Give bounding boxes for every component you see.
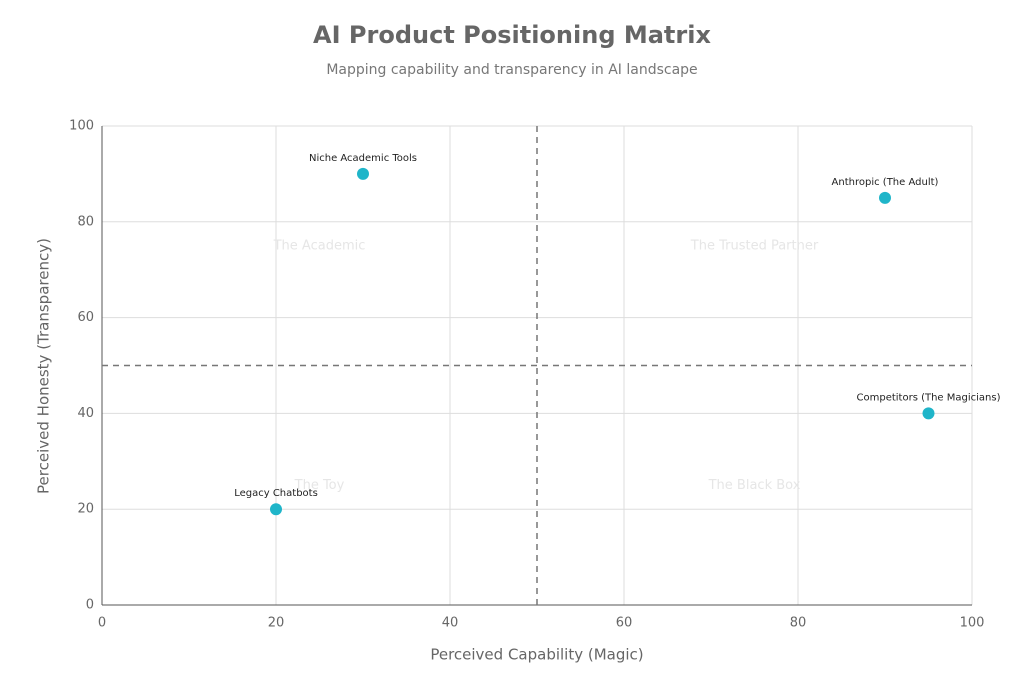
x-axis-label: Perceived Capability (Magic) bbox=[430, 646, 643, 664]
y-tick-label: 40 bbox=[77, 406, 94, 421]
quadrant-label: The Toy bbox=[294, 478, 345, 493]
point bbox=[922, 407, 935, 420]
x-tick-label: 40 bbox=[442, 616, 459, 631]
quadrant-label: The Trusted Partner bbox=[690, 238, 819, 253]
x-tick-label: 0 bbox=[98, 616, 106, 631]
y-tick-label: 20 bbox=[77, 502, 94, 517]
y-axis-label: Perceived Honesty (Transparency) bbox=[35, 238, 53, 494]
point bbox=[270, 503, 282, 516]
chart-title: AI Product Positioning Matrix bbox=[313, 21, 711, 49]
point bbox=[357, 167, 369, 180]
point-label: Niche Academic Tools bbox=[309, 153, 417, 164]
y-tick-label: 60 bbox=[77, 310, 94, 325]
x-tick-label: 100 bbox=[960, 616, 985, 631]
quadrant-label: The Academic bbox=[273, 238, 366, 253]
x-tick-label: 20 bbox=[268, 616, 285, 631]
chart-subtitle: Mapping capability and transparency in A… bbox=[326, 62, 697, 78]
point-label: Anthropic (The Adult) bbox=[832, 177, 939, 188]
quadrant-label: The Black Box bbox=[708, 478, 801, 493]
x-tick-label: 60 bbox=[616, 616, 633, 631]
x-tick-label: 80 bbox=[790, 616, 807, 631]
y-tick-label: 0 bbox=[86, 598, 94, 613]
point-label: Competitors (The Magicians) bbox=[857, 392, 1001, 403]
y-tick-label: 100 bbox=[69, 119, 94, 134]
point bbox=[879, 191, 891, 204]
y-tick-label: 80 bbox=[77, 214, 94, 229]
point-label: Legacy Chatbots bbox=[234, 488, 318, 499]
